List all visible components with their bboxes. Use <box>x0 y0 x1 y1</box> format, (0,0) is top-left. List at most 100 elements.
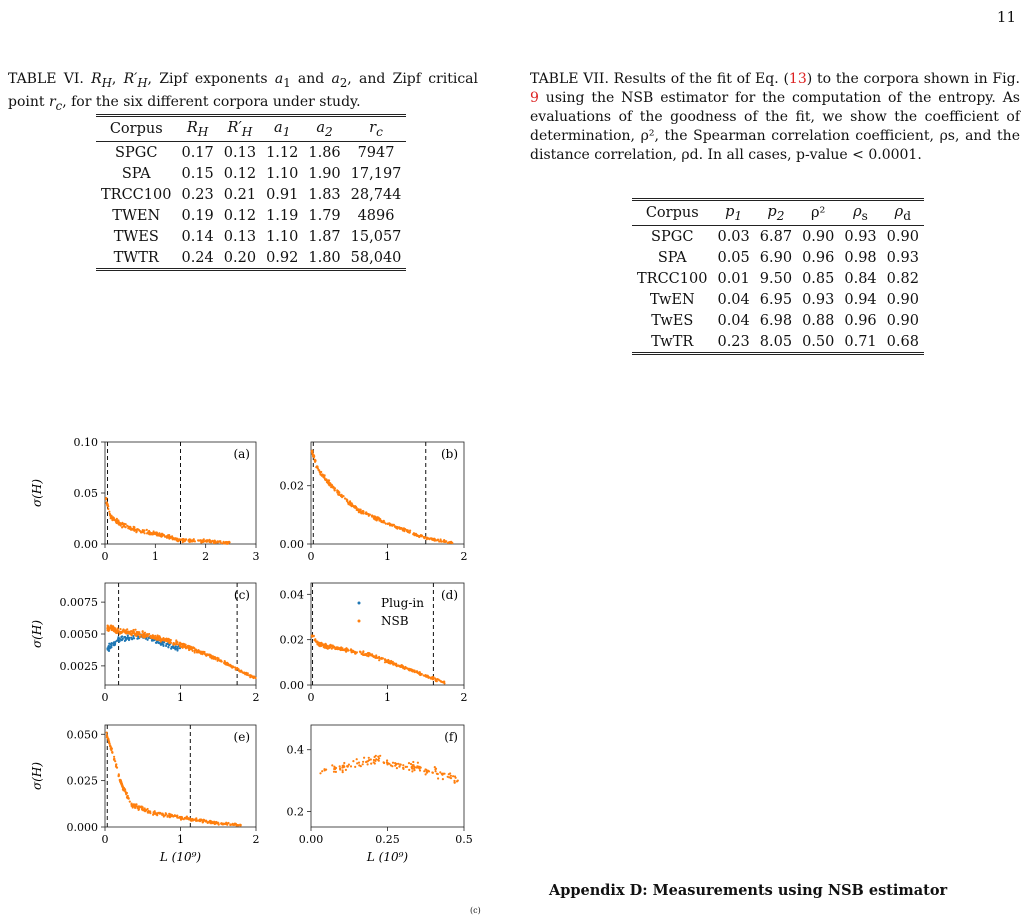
figure-link[interactable]: 9 <box>530 90 539 106</box>
nsb-point <box>395 762 398 765</box>
nsb-point <box>164 812 167 815</box>
table7-cell: 6.95 <box>759 291 793 308</box>
nsb-point <box>209 822 212 825</box>
nsb-point <box>179 818 183 821</box>
nsb-point <box>234 666 237 669</box>
nsb-point <box>113 758 116 761</box>
nsb-point <box>440 680 443 683</box>
plugin-point <box>110 642 113 645</box>
nsb-point <box>254 676 257 680</box>
nsb-point <box>191 540 194 543</box>
nsb-point <box>423 770 426 773</box>
nsb-point <box>419 673 422 677</box>
nsb-point <box>349 765 353 768</box>
nsb-point <box>334 647 337 650</box>
nsb-point <box>109 747 112 750</box>
table6-cell: 0.21 <box>223 186 257 203</box>
nsb-point <box>144 809 147 812</box>
nsb-point <box>437 777 440 780</box>
table7-cell: 0.90 <box>886 291 919 308</box>
nsb-point <box>330 647 333 650</box>
nsb-point <box>439 539 442 542</box>
y-tick-label: 0.10 <box>74 436 99 449</box>
nsb-point <box>357 511 360 514</box>
nsb-point <box>123 522 126 526</box>
nsb-point <box>185 538 188 541</box>
appendix-heading: Appendix D: Measurements using NSB estim… <box>549 882 948 899</box>
table6-cell: TWES <box>113 228 159 245</box>
nsb-point <box>132 628 135 632</box>
nsb-point <box>343 765 346 768</box>
plugin-point <box>165 644 168 647</box>
nsb-point <box>168 534 171 537</box>
x-tick-label: 0 <box>102 691 109 704</box>
y-tick-label: 0.0025 <box>60 660 99 673</box>
nsb-point <box>119 522 122 525</box>
x-axis-label: L (10⁹) <box>159 850 202 864</box>
table7-cell: 6.90 <box>759 249 793 266</box>
nsb-point <box>344 768 347 771</box>
nsb-point <box>183 816 186 820</box>
table6-cell: TRCC100 <box>101 186 172 203</box>
nsb-point <box>229 823 232 826</box>
table-row: SPA 0.05 6.90 0.96 0.98 0.93 <box>632 247 924 268</box>
nsb-point <box>130 802 133 805</box>
table7-cell: 0.88 <box>802 312 835 329</box>
legend-plugin-label: Plug-in <box>381 596 424 610</box>
plugin-point <box>162 644 165 647</box>
nsb-point <box>143 532 146 535</box>
y-axis-label: σ(H) <box>30 479 44 507</box>
nsb-point <box>169 641 172 644</box>
table-row: TRCC100 0.01 9.50 0.85 0.84 0.82 <box>632 268 924 289</box>
table-row: SPGC 0.17 0.13 1.12 1.86 7947 <box>96 141 406 163</box>
nsb-point <box>456 779 459 782</box>
nsb-point <box>124 629 127 632</box>
table7-cell: 9.50 <box>759 270 793 287</box>
cap-sub: H <box>137 75 148 90</box>
nsb-point <box>360 512 363 515</box>
nsb-point <box>197 649 200 652</box>
nsb-point <box>363 756 366 759</box>
nsb-point <box>434 770 437 773</box>
nsb-point <box>179 816 182 819</box>
nsb-point <box>112 626 115 629</box>
equation-link[interactable]: 13 <box>788 71 807 87</box>
nsb-point <box>403 530 406 533</box>
nsb-point <box>229 663 232 666</box>
nsb-point <box>451 541 454 545</box>
nsb-point <box>361 763 364 766</box>
nsb-point <box>195 817 198 820</box>
nsb-point <box>443 540 446 543</box>
nsb-point <box>382 761 385 764</box>
table6-cell: TWEN <box>112 207 161 224</box>
nsb-point <box>108 510 111 513</box>
nsb-point <box>224 661 227 664</box>
nsb-point <box>176 641 179 644</box>
nsb-point <box>434 677 437 680</box>
nsb-point <box>386 759 389 762</box>
table6-cell: 1.80 <box>303 246 346 271</box>
table7-caption: TABLE VII. Results of the fit of Eq. (13… <box>530 70 1020 165</box>
plugin-point <box>176 649 179 652</box>
nsb-point <box>409 762 413 766</box>
nsb-point <box>146 633 149 636</box>
plugin-point <box>125 636 129 640</box>
nsb-point <box>156 634 159 637</box>
table6-cell: 0.12 <box>223 207 257 224</box>
cap-sub: 1 <box>283 75 291 90</box>
nsb-point <box>410 766 413 770</box>
cap-sym: R′ <box>123 71 138 87</box>
nsb-point <box>110 626 113 629</box>
nsb-point <box>225 821 228 824</box>
nsb-point <box>209 541 212 544</box>
cap-sym: R <box>91 71 102 87</box>
nsb-point <box>166 814 170 817</box>
nsb-point <box>126 630 129 633</box>
table7-cell: 0.03 <box>717 228 750 245</box>
nsb-point <box>340 648 344 651</box>
y-tick-label: 0.050 <box>67 728 99 741</box>
nsb-point <box>343 497 347 500</box>
nsb-point <box>317 469 320 472</box>
nsb-point <box>355 651 358 654</box>
nsb-point <box>200 650 203 653</box>
